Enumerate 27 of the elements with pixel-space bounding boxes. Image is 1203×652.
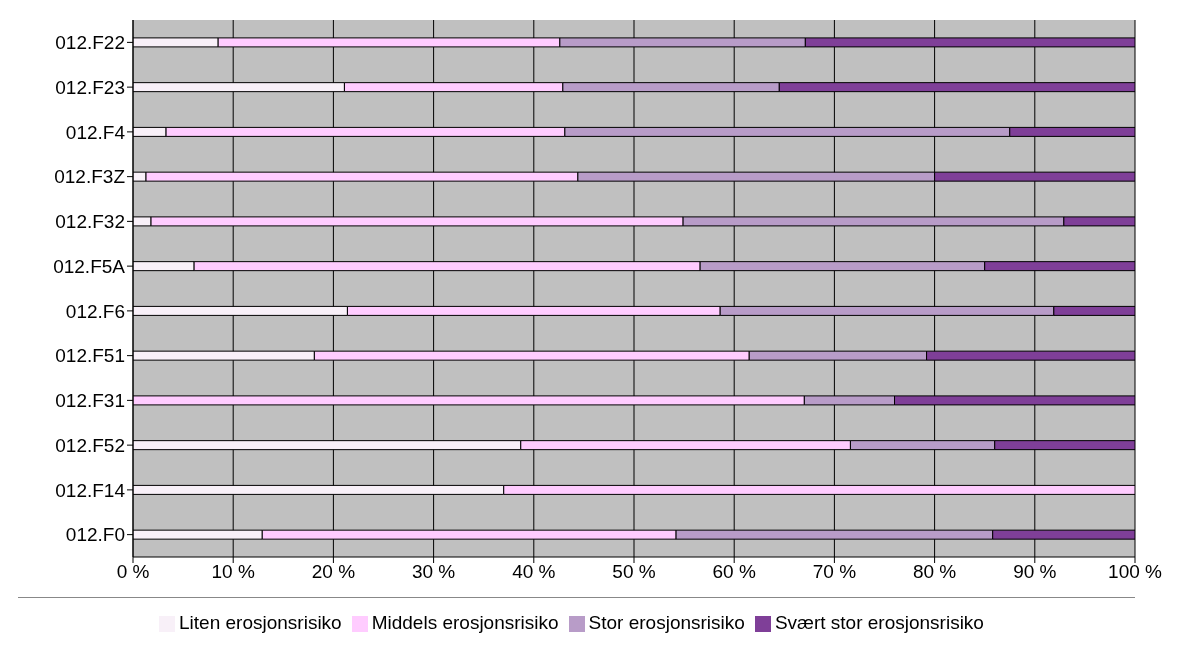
legend-label: Stor erosjonsrisiko: [588, 612, 745, 633]
y-tick-label: 012.F3Z: [54, 166, 126, 188]
x-tick-label: 10 %: [211, 561, 255, 583]
x-tick-label: 30 %: [411, 561, 456, 583]
x-tick-label: 20 %: [311, 561, 356, 583]
y-tick-label: 012.F23: [55, 76, 125, 98]
y-tick-label: 012.F22: [55, 32, 125, 54]
legend-label: Liten erosjonsrisiko: [179, 612, 342, 633]
y-tick-label: 012.F32: [55, 211, 125, 233]
x-tick-label: 0 %: [116, 561, 150, 583]
legend-label: Middels erosjonsrisiko: [371, 612, 559, 633]
y-tick-label: 012.F4: [65, 121, 126, 143]
legend-label: Svært stor erosjonsrisiko: [774, 612, 984, 633]
x-tick-label: 70 %: [812, 561, 857, 583]
x-tick-label: 50 %: [612, 561, 656, 583]
x-tick-label: 90 %: [1013, 561, 1057, 583]
y-tick-label: 012.F51: [55, 345, 125, 367]
x-tick-label: 60 %: [712, 561, 756, 583]
x-tick-label: 100 %: [1108, 561, 1163, 583]
y-tick-label: 012.F14: [55, 479, 126, 501]
y-tick-label: 012.F0: [65, 524, 125, 546]
x-tick-label: 40 %: [512, 561, 556, 583]
x-tick-label: 80 %: [912, 561, 957, 583]
y-tick-label: 012.F6: [65, 300, 125, 322]
y-tick-label: 012.F52: [55, 434, 125, 456]
y-tick-label: 012.F31: [55, 390, 125, 412]
y-tick-label: 012.F5A: [53, 255, 126, 277]
